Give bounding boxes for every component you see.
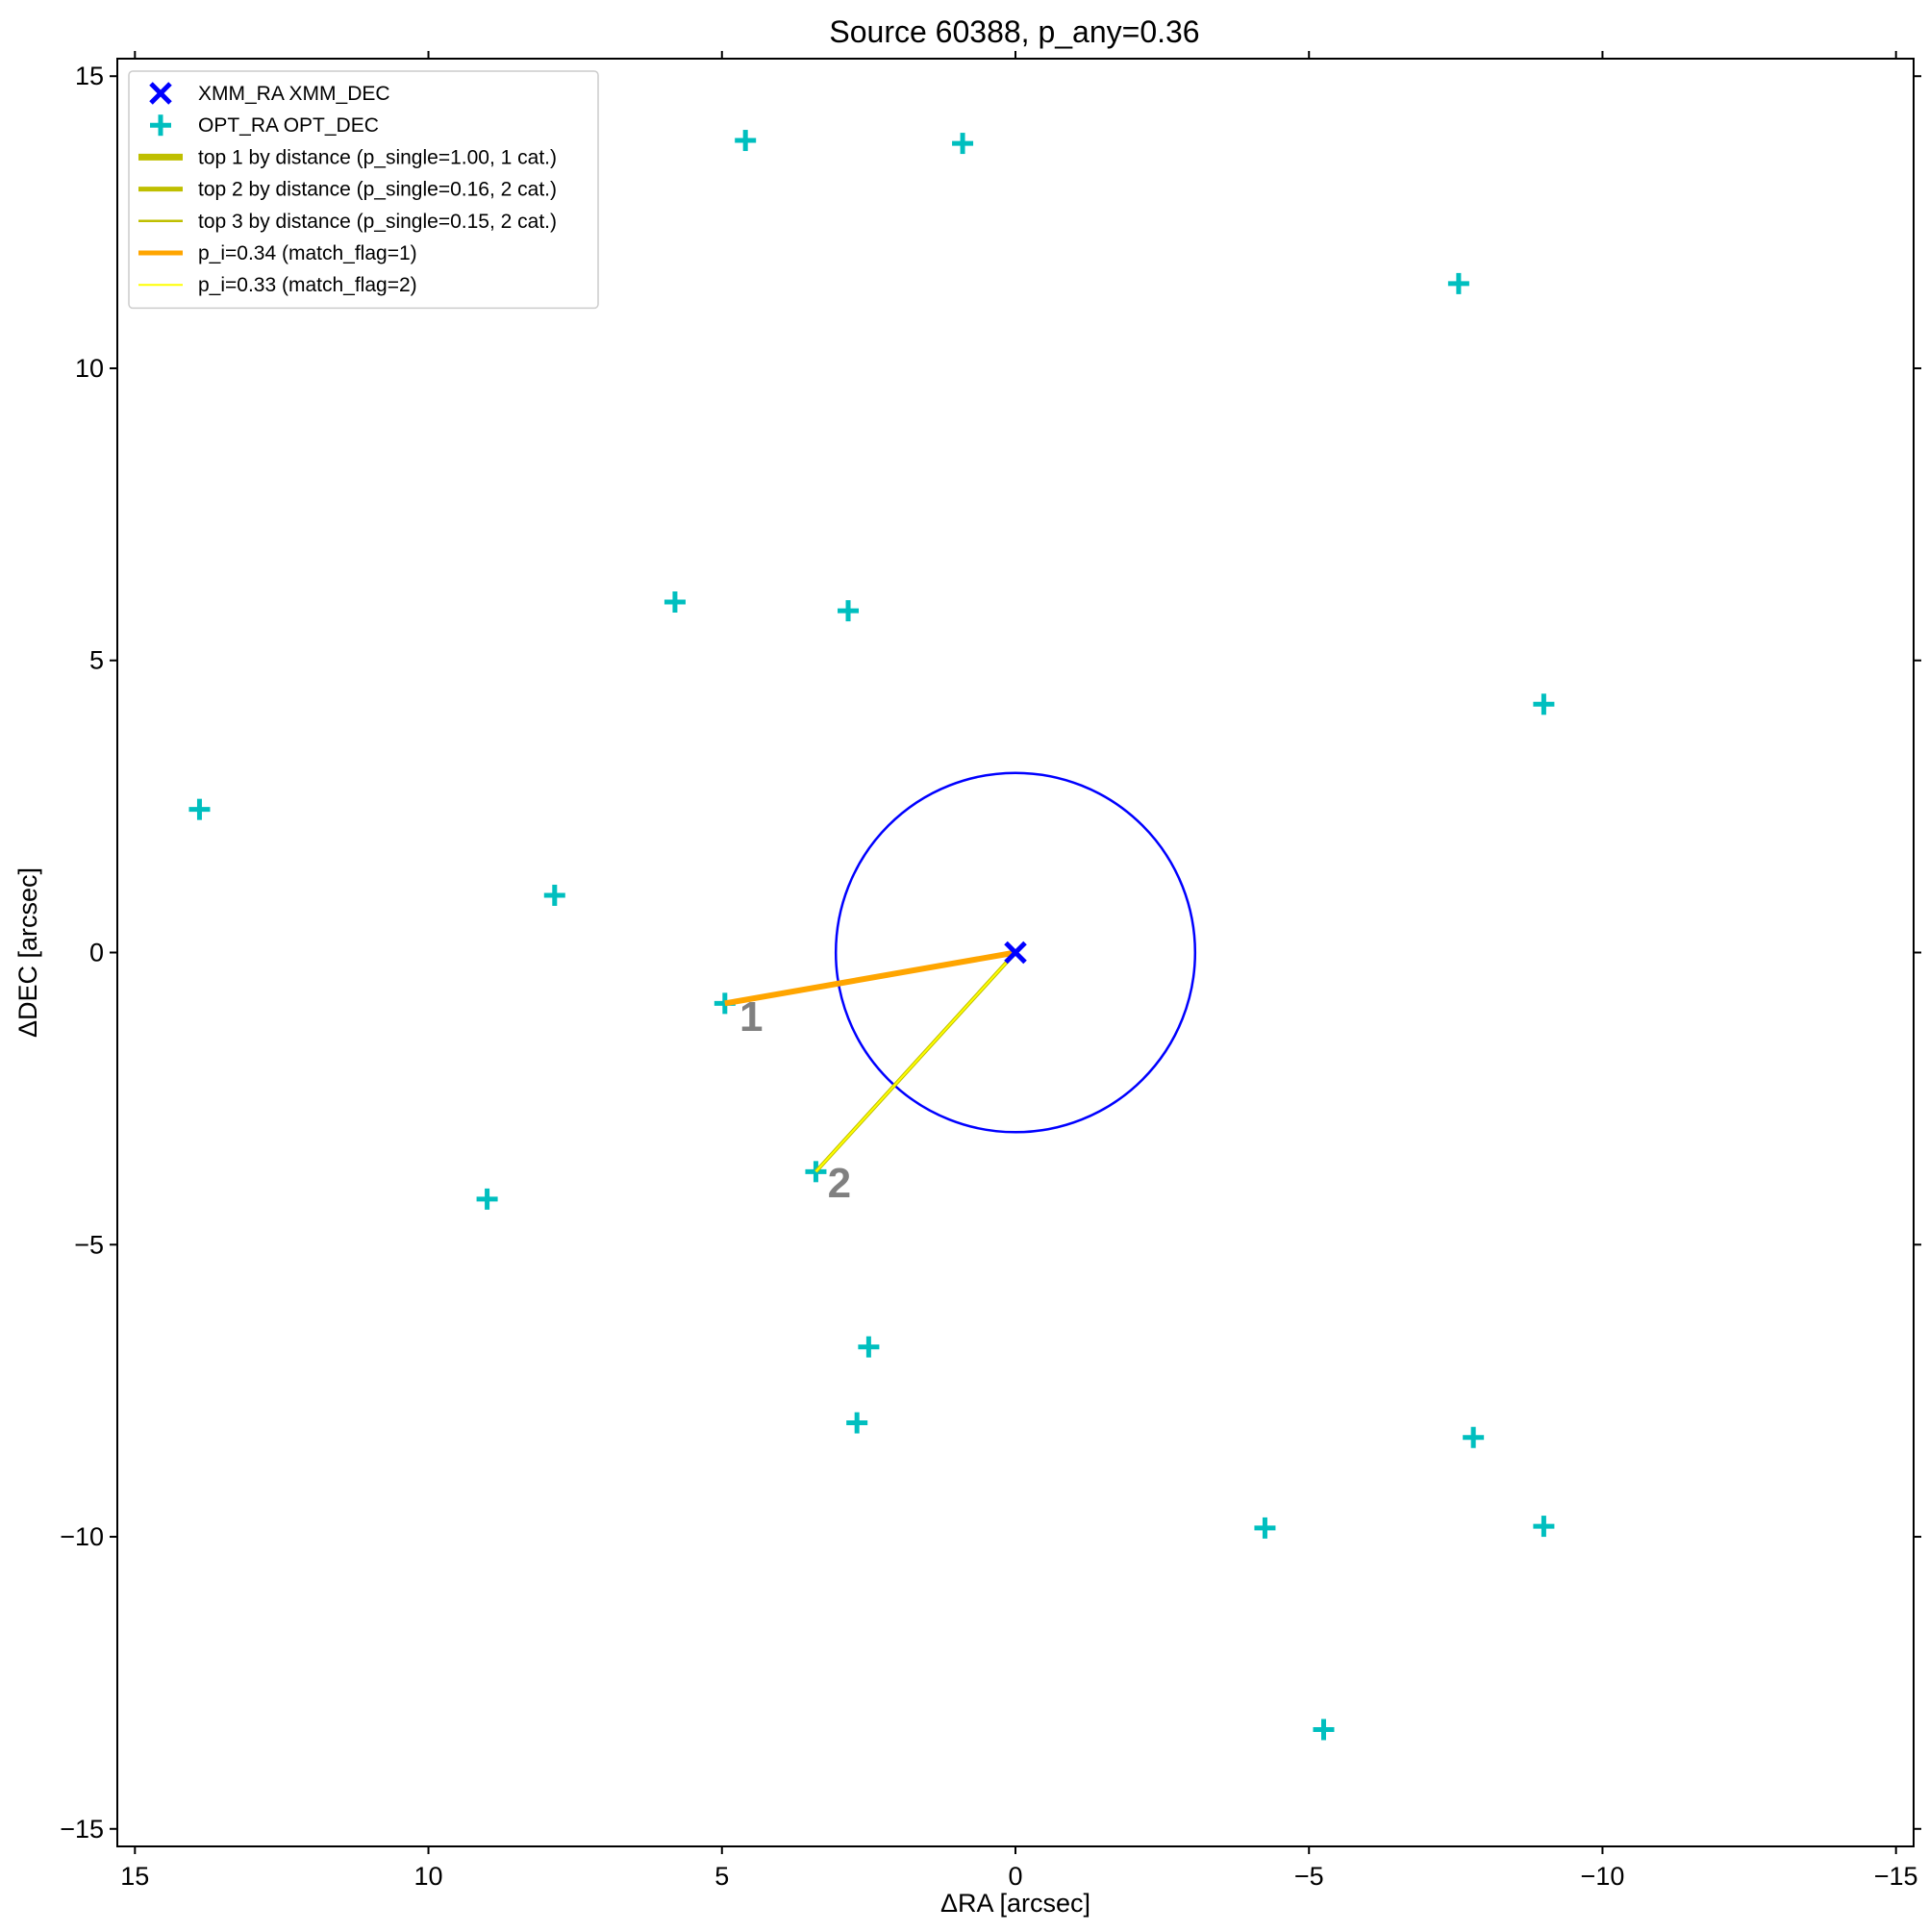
legend-label: OPT_RA OPT_DEC	[198, 114, 379, 137]
chart-title: Source 60388, p_any=0.36	[829, 14, 1199, 49]
y-tick-label: 0	[89, 939, 104, 967]
legend-label: top 2 by distance (p_single=0.16, 2 cat.…	[198, 179, 557, 201]
legend-label: XMM_RA XMM_DEC	[198, 83, 390, 105]
plot-content: 12	[188, 130, 1555, 1741]
optical-source-point	[188, 798, 211, 820]
y-tick-label: 10	[75, 354, 104, 383]
y-tick-label: 15	[75, 62, 104, 90]
y-tick-label: −5	[74, 1230, 104, 1259]
y-tick-label: −10	[60, 1522, 104, 1551]
legend-entry: XMM_RA XMM_DEC	[149, 82, 390, 105]
optical-source-point	[735, 130, 757, 152]
match-rank-annotation: 2	[828, 1160, 851, 1207]
legend-box	[128, 70, 599, 310]
legend-entry: top 3 by distance (p_single=0.15, 2 cat.…	[138, 211, 557, 233]
match-rank-annotation: 1	[739, 993, 763, 1041]
legend-label: p_i=0.33 (match_flag=2)	[198, 274, 417, 296]
legend-entry: OPT_RA OPT_DEC	[150, 114, 379, 137]
match-line	[724, 949, 1016, 1007]
optical-source-point	[1313, 1719, 1335, 1741]
axis-tick-labels: 15 10 5 0 −5 −10 −15 15 10 5 0 −5 −10 −15	[60, 62, 1917, 1891]
legend-label: top 3 by distance (p_single=0.15, 2 cat.…	[198, 211, 557, 233]
axis-ticks	[110, 51, 1921, 1854]
x-axis-label: ΔRA [arcsec]	[940, 1889, 1090, 1918]
error-circle	[834, 771, 1197, 1134]
x-tick-label: −15	[1874, 1862, 1918, 1891]
y-tick-label: −15	[60, 1815, 104, 1844]
optical-source-point	[1533, 693, 1555, 715]
legend-entry: p_i=0.33 (match_flag=2)	[138, 274, 417, 296]
x-tick-label: 5	[714, 1862, 729, 1891]
x-tick-label: 15	[120, 1862, 149, 1891]
legend-label: p_i=0.34 (match_flag=1)	[198, 242, 417, 264]
optical-source-point	[858, 1336, 880, 1358]
x-tick-label: −10	[1581, 1862, 1625, 1891]
optical-source-point	[952, 133, 974, 155]
x-tick-label: −5	[1294, 1862, 1324, 1891]
x-tick-label: 10	[414, 1862, 443, 1891]
match-line	[814, 951, 1016, 1172]
optical-source-point	[476, 1188, 498, 1210]
legend-label: top 1 by distance (p_single=1.00, 1 cat.…	[198, 146, 557, 168]
y-tick-label: 5	[89, 646, 104, 675]
optical-source-point	[1254, 1517, 1276, 1539]
optical-source-point	[838, 600, 860, 622]
legend-entry: p_i=0.34 (match_flag=1)	[138, 242, 417, 264]
y-axis-label: ΔDEC [arcsec]	[13, 867, 42, 1038]
legend-entry: top 2 by distance (p_single=0.16, 2 cat.…	[138, 179, 557, 201]
optical-source-point	[1447, 272, 1469, 294]
optical-source-point	[1533, 1516, 1555, 1538]
legend-x-marker	[149, 82, 172, 105]
optical-source-point	[664, 590, 686, 613]
optical-source-point	[543, 884, 565, 906]
optical-source-point	[846, 1412, 868, 1434]
legend-entry: top 1 by distance (p_single=1.00, 1 cat.…	[138, 146, 557, 168]
x-tick-label: 0	[1008, 1862, 1022, 1891]
xmm-source-point	[1004, 941, 1027, 965]
optical-source-point	[1463, 1426, 1485, 1448]
